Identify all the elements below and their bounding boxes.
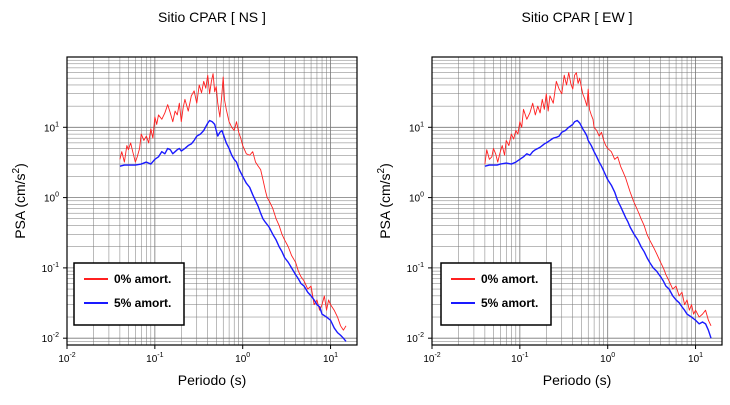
- x-tick-base: 10: [600, 354, 612, 365]
- y-tick-label: 10-1: [42, 262, 59, 275]
- x-tick-label: 10-1: [146, 352, 163, 365]
- x-tick-base: 10: [688, 354, 700, 365]
- y-tick-base: 10: [407, 334, 419, 345]
- y-axis-label: PSA (cm/s2): [11, 163, 28, 239]
- plot-frame: [431, 56, 723, 346]
- x-tick-base: 10: [323, 354, 335, 365]
- x-tick-base: 10: [235, 354, 247, 365]
- x-axis-label: Periodo (s): [178, 372, 246, 388]
- series-line-damped: [484, 119, 712, 339]
- series-line-undamped: [119, 73, 347, 331]
- x-tick-exp: 0: [246, 352, 250, 359]
- legend-label: 5% amort.: [114, 296, 171, 310]
- legend-label: 0% amort.: [481, 272, 538, 286]
- x-tick-label: 10-2: [58, 352, 75, 365]
- x-tick-exp: 0: [611, 352, 615, 359]
- y-label-sup: 2: [376, 167, 387, 173]
- x-tick-exp: -2: [434, 352, 440, 359]
- y-label-end: ): [377, 163, 393, 168]
- x-tick-exp: -2: [69, 352, 75, 359]
- y-tick-label: 10-2: [42, 332, 59, 345]
- x-tick-base: 10: [146, 354, 158, 365]
- x-tick-exp: 1: [699, 352, 703, 359]
- x-tick-exp: 1: [334, 352, 338, 359]
- legend: 0% amort. 5% amort.: [440, 262, 552, 326]
- gridlines: [66, 56, 358, 346]
- legend: 0% amort. 5% amort.: [73, 262, 185, 326]
- y-tick-base: 10: [44, 123, 56, 134]
- x-tick-label: 10-1: [511, 352, 528, 365]
- y-label-base: PSA (cm/s: [377, 173, 393, 238]
- x-tick-label: 101: [688, 352, 703, 365]
- x-tick-base: 10: [423, 354, 435, 365]
- y-tick-base: 10: [407, 264, 419, 275]
- y-tick-exp: 0: [420, 192, 424, 199]
- series-line-damped: [119, 119, 347, 342]
- y-tick-label: 100: [44, 192, 59, 205]
- series-line-undamped: [484, 72, 712, 327]
- chart-title: Sitio CPAR [ NS ]: [158, 9, 266, 25]
- y-label-end: ): [12, 163, 28, 168]
- y-tick-exp: -1: [53, 262, 59, 269]
- x-tick-exp: -1: [157, 352, 163, 359]
- y-tick-label: 10-2: [407, 332, 424, 345]
- legend-box: [440, 262, 552, 326]
- x-axis-label: Periodo (s): [543, 372, 611, 388]
- y-tick-label: 10-1: [407, 262, 424, 275]
- y-tick-base: 10: [44, 194, 56, 205]
- y-tick-base: 10: [409, 194, 421, 205]
- y-tick-base: 10: [42, 334, 54, 345]
- y-label-base: PSA (cm/s: [12, 173, 28, 238]
- plot-frame: [66, 56, 358, 346]
- y-tick-exp: -1: [418, 262, 424, 269]
- x-tick-base: 10: [58, 354, 70, 365]
- legend-label: 5% amort.: [481, 296, 538, 310]
- x-tick-base: 10: [511, 354, 523, 365]
- legend-label: 0% amort.: [114, 272, 171, 286]
- x-tick-exp: -1: [522, 352, 528, 359]
- y-tick-base: 10: [409, 123, 421, 134]
- y-tick-exp: 1: [55, 121, 59, 128]
- y-label-sup: 2: [11, 167, 22, 173]
- y-tick-label: 100: [409, 192, 424, 205]
- y-tick-exp: -2: [418, 332, 424, 339]
- y-tick-exp: 0: [55, 192, 59, 199]
- x-tick-label: 101: [323, 352, 338, 365]
- y-tick-label: 101: [44, 121, 59, 134]
- chart-title: Sitio CPAR [ EW ]: [522, 9, 633, 25]
- x-tick-label: 100: [600, 352, 615, 365]
- y-tick-exp: 1: [420, 121, 424, 128]
- y-tick-base: 10: [42, 264, 54, 275]
- y-axis-label: PSA (cm/s2): [376, 163, 393, 239]
- legend-box: [73, 262, 185, 326]
- y-tick-exp: -2: [53, 332, 59, 339]
- y-tick-label: 101: [409, 121, 424, 134]
- x-tick-label: 100: [235, 352, 250, 365]
- x-tick-label: 10-2: [423, 352, 440, 365]
